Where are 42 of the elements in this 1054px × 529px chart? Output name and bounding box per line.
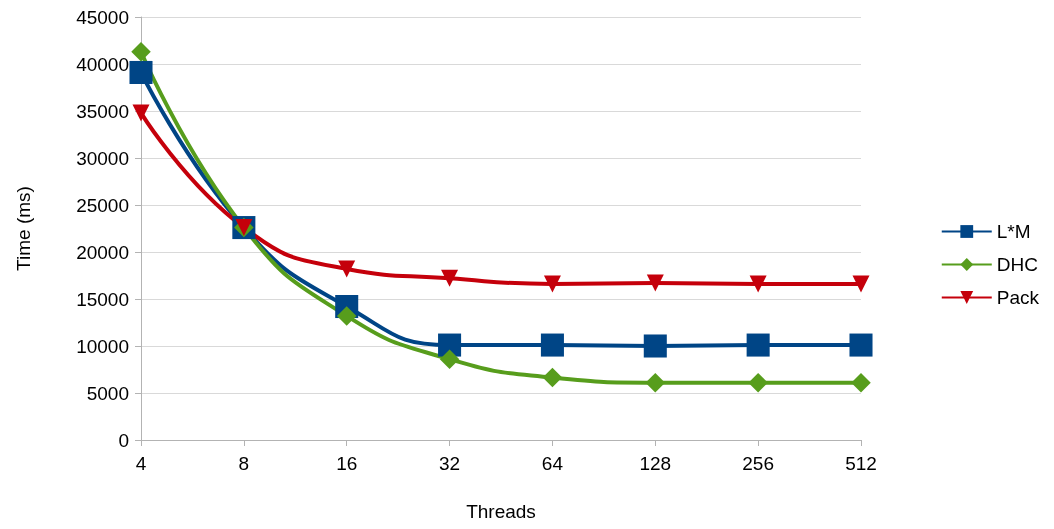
point (131, 42, 151, 62)
point (338, 260, 356, 278)
y-axis-title: Time (ms) (13, 186, 34, 271)
y-tick-label: 20000 (76, 241, 129, 263)
y-tick-label: 10000 (76, 335, 129, 357)
point (543, 275, 561, 293)
legend-label: Pack (996, 287, 1040, 308)
point (646, 274, 664, 292)
point (851, 372, 871, 393)
x-tick-label: 8 (238, 453, 250, 474)
point (542, 367, 563, 388)
y-tick-label: 35000 (76, 100, 129, 122)
point (849, 333, 873, 357)
y-tick-label: 45000 (76, 6, 129, 28)
point (540, 333, 564, 357)
x-tick-label: 16 (336, 453, 358, 474)
point (852, 275, 870, 293)
y-tick-label: 30000 (76, 147, 129, 169)
x-tick-label: 128 (639, 453, 672, 474)
x-axis-title: Threads (466, 501, 536, 522)
point (439, 349, 460, 369)
y-tick-label: 40000 (76, 53, 129, 75)
x-tick-label: 64 (541, 453, 564, 474)
x-tick-label: 4 (135, 453, 147, 474)
point (746, 333, 770, 357)
point (441, 269, 459, 287)
point (645, 372, 666, 393)
point (748, 372, 768, 393)
y-tick-label: 0 (118, 429, 129, 451)
y-tick-label: 5000 (86, 382, 129, 404)
point (129, 60, 153, 84)
x-tick-label: 32 (439, 453, 461, 474)
y-tick-label: 15000 (76, 288, 129, 310)
point (336, 306, 357, 326)
x-tick-label: 256 (742, 453, 774, 474)
point (643, 334, 667, 358)
legend-label: DHC (996, 254, 1038, 275)
point (132, 104, 150, 122)
point (749, 275, 767, 293)
x-tick-label: 512 (845, 453, 877, 474)
legend-label: L*M (996, 221, 1031, 242)
y-tick-label: 25000 (76, 194, 129, 216)
